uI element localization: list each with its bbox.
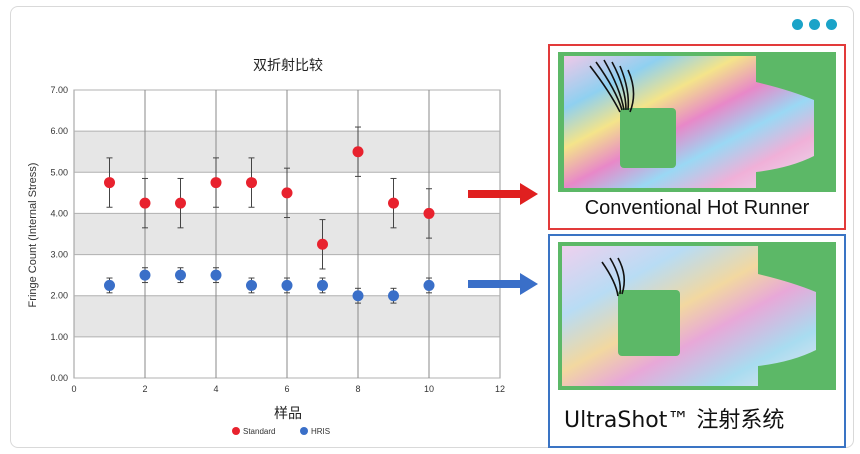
y-tick-label: 3.00 — [50, 250, 68, 260]
arrow-to-conventional — [468, 183, 538, 205]
data-point — [104, 177, 115, 189]
x-axis-label: 样品 — [274, 406, 302, 422]
conventional-hot-runner-label: Conventional Hot Runner — [584, 197, 810, 219]
data-point — [352, 290, 364, 302]
data-point — [317, 279, 328, 291]
arrow-head — [520, 183, 538, 205]
legend-label: HRIS — [311, 427, 330, 436]
stress-photo-conventional — [558, 52, 836, 192]
series-hris — [104, 267, 435, 304]
x-tick-label: 10 — [424, 384, 434, 394]
data-point — [246, 177, 257, 189]
data-point — [139, 197, 151, 209]
y-tick-label: 4.00 — [50, 208, 68, 218]
stress-photo-ultrashot — [558, 242, 836, 390]
y-tick-label: 1.00 — [50, 332, 68, 342]
x-tick-label: 2 — [142, 384, 147, 394]
y-tick-label: 7.00 — [50, 85, 68, 95]
data-point — [246, 279, 257, 291]
data-point — [352, 146, 364, 158]
x-tick-label: 8 — [355, 384, 360, 394]
dot — [809, 19, 820, 30]
data-point — [210, 269, 222, 281]
legend-marker — [300, 427, 308, 435]
chart-title: 双折射比较 — [253, 58, 323, 74]
arrow-shaft — [468, 280, 522, 288]
conventional-hot-runner-panel: Conventional Hot Runner — [548, 44, 846, 230]
arrow-to-ultrashot — [468, 273, 538, 295]
arrow-shaft — [468, 190, 522, 198]
data-point — [423, 279, 435, 291]
legend-label: Standard — [243, 427, 275, 436]
dot — [826, 19, 837, 30]
y-tick-label: 6.00 — [50, 126, 68, 136]
data-point — [104, 279, 115, 291]
data-point — [175, 197, 186, 209]
more-dots-icon[interactable] — [792, 19, 837, 30]
data-point — [423, 207, 435, 219]
y-tick-label: 5.00 — [50, 167, 68, 177]
data-point — [210, 177, 222, 189]
y-axis-label: Fringe Count (Internal Stress) — [27, 163, 39, 308]
data-point — [139, 269, 151, 281]
y-tick-label: 0.00 — [50, 373, 68, 383]
data-point — [281, 279, 293, 291]
x-tick-label: 6 — [284, 384, 289, 394]
data-point — [317, 238, 328, 250]
data-point — [175, 269, 186, 281]
ultrashot-panel: UltraShot™ 注射系统 — [548, 234, 846, 448]
dot — [792, 19, 803, 30]
ultrashot-label: UltraShot™ 注射系统 — [564, 408, 785, 433]
data-point — [281, 187, 293, 199]
legend-marker — [232, 427, 240, 435]
series-standard — [104, 126, 435, 270]
data-point — [388, 197, 399, 209]
arrow-head — [520, 273, 538, 295]
x-tick-label: 4 — [213, 384, 218, 394]
x-tick-label: 12 — [495, 384, 505, 394]
x-tick-label: 0 — [71, 384, 76, 394]
data-point — [388, 290, 399, 302]
y-tick-label: 2.00 — [50, 291, 68, 301]
